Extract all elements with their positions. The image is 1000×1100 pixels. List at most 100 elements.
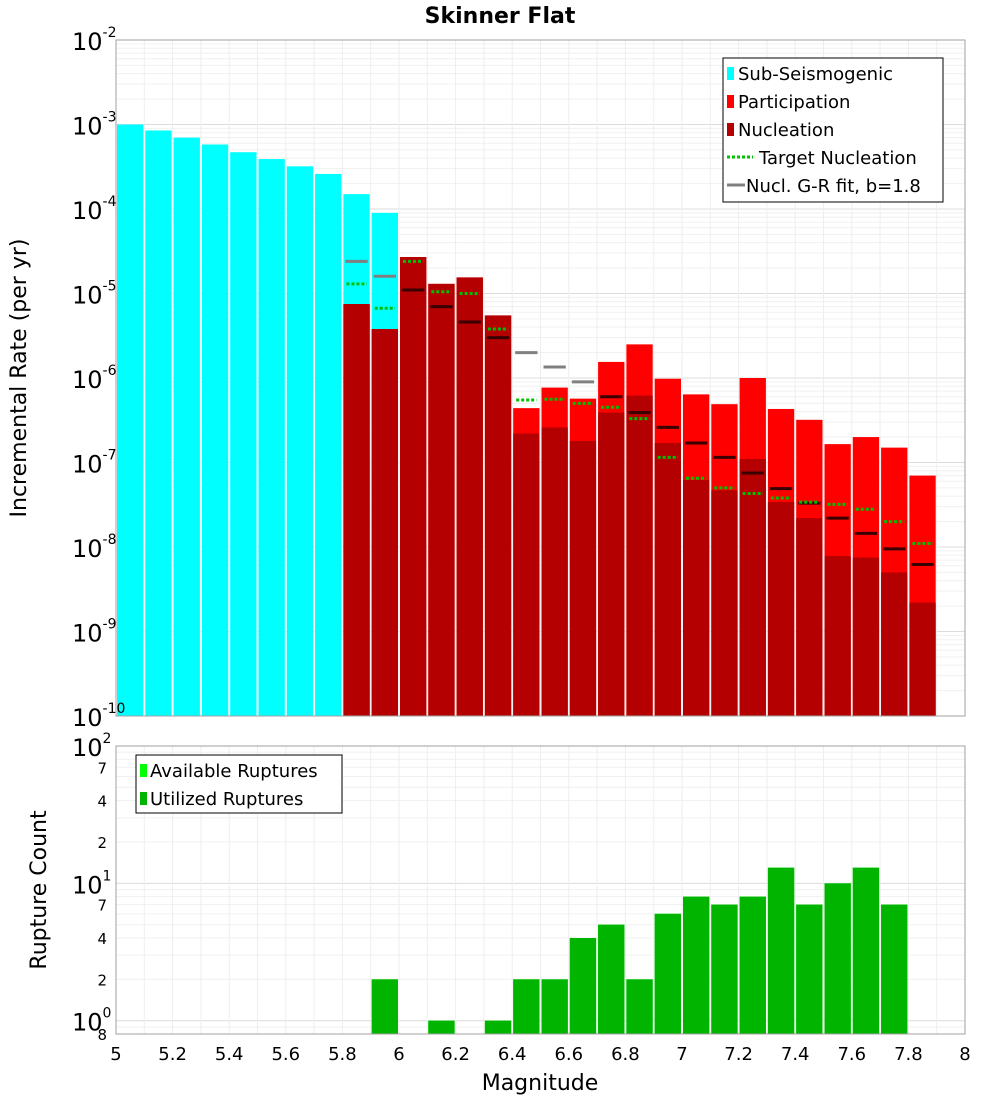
bar-utilized-ruptures [796, 904, 823, 1034]
count-bars [371, 867, 908, 1034]
bar-sub-seismogenic [173, 137, 200, 716]
rate-y-tick-label: 10-8 [72, 532, 117, 563]
bar-nucleation [824, 556, 851, 716]
count-panel: 100 101 102 8 2 4 7 2 4 7 Rupture Count 5 5.2 5.4 5.… [27, 731, 971, 1096]
rate-y-ticks: 10-10 10-9 10-8 10-7 10-6 10-5 10-4 10-3 10-2 [72, 25, 125, 732]
x-tick-label: 6 [393, 1044, 404, 1065]
bar-utilized-ruptures [852, 867, 880, 1034]
count-y-tick-label: 101 [72, 868, 111, 899]
rate-y-tick-label: 10-10 [72, 701, 125, 732]
x-tick-label: 6.4 [498, 1044, 527, 1065]
legend-label-utilized: Utilized Ruptures [150, 789, 303, 810]
bar-utilized-ruptures [767, 867, 795, 1034]
bar-utilized-ruptures [371, 979, 398, 1034]
bar-nucleation [598, 412, 625, 716]
x-tick-label: 5.4 [215, 1044, 244, 1065]
legend-label-nucleation: Nucleation [738, 120, 834, 141]
count-legend: Available Ruptures Utilized Ruptures [135, 754, 343, 814]
x-tick-label: 7 [676, 1044, 687, 1065]
legend-label-sub-seismogenic: Sub-Seismogenic [738, 64, 893, 85]
count-y-minor-tick-label: 4 [97, 793, 107, 811]
x-tick-label: 7.2 [724, 1044, 753, 1065]
bar-utilized-ruptures [626, 979, 653, 1034]
bar-nucleation [683, 480, 710, 716]
bar-utilized-ruptures [683, 896, 710, 1034]
bar-sub-seismogenic [145, 130, 172, 716]
rate-y-tick-label: 10-2 [72, 25, 117, 56]
bar-nucleation [484, 315, 512, 716]
count-y-minor-tick-label: 2 [97, 834, 107, 852]
x-tick-label: 6.6 [554, 1044, 583, 1065]
count-y-axis-title: Rupture Count [27, 810, 52, 970]
x-tick-label: 6.2 [441, 1044, 470, 1065]
rate-plot-frame [115, 39, 966, 717]
count-y-minor-tick-label: 4 [97, 930, 107, 948]
bar-utilized-ruptures [569, 938, 597, 1034]
x-ticks: 5 5.2 5.4 5.6 5.8 6 6.2 6.4 6.6 6.8 7 7.2 7.4 7.6 7.8 8 [110, 1044, 970, 1065]
bar-utilized-ruptures [739, 896, 766, 1034]
bar-utilized-ruptures [513, 979, 540, 1034]
rate-y-tick-label: 10-4 [72, 194, 117, 225]
bar-utilized-ruptures [654, 913, 681, 1034]
x-tick-label: 7.4 [781, 1044, 810, 1065]
bar-nucleation [739, 459, 766, 716]
rate-y-tick-label: 10-5 [72, 279, 117, 310]
count-y-minor-tick-label: 2 [97, 971, 107, 989]
bar-nucleation [626, 395, 653, 716]
bar-utilized-ruptures [541, 979, 568, 1034]
x-tick-label: 5.6 [271, 1044, 300, 1065]
bar-nucleation [541, 427, 568, 716]
count-y-minor-tick-label: 7 [97, 759, 107, 777]
bar-utilized-ruptures [428, 1020, 455, 1034]
chart-title: Skinner Flat [425, 4, 576, 29]
count-legend-box [135, 754, 343, 814]
legend-swatch-utilized [140, 792, 147, 805]
bar-nucleation [343, 304, 370, 716]
bar-nucleation [767, 502, 795, 716]
bar-utilized-ruptures [484, 1020, 512, 1034]
x-tick-label: 8 [959, 1044, 970, 1065]
x-tick-label: 7.6 [837, 1044, 866, 1065]
count-y-tick-label: 100 [72, 1006, 111, 1037]
bar-nucleation [852, 557, 880, 716]
bar-sub-seismogenic [315, 173, 342, 716]
bar-nucleation [456, 277, 483, 716]
count-y-minor-tick-label: 8 [97, 1026, 107, 1044]
bar-sub-seismogenic [258, 159, 285, 716]
bar-utilized-ruptures [711, 904, 738, 1034]
count-plot-frame [115, 745, 966, 1035]
bar-utilized-ruptures [824, 883, 851, 1034]
bar-nucleation [654, 443, 681, 716]
count-y-tick-label: 102 [72, 731, 111, 762]
legend-label-gr-fit: Nucl. G-R fit, b=1.8 [746, 176, 921, 197]
x-tick-label: 5 [110, 1044, 121, 1065]
legend-label-target-nucleation: Target Nucleation [758, 148, 917, 169]
rate-panel: 10-10 10-9 10-8 10-7 10-6 10-5 10-4 10-3 10-2 In… [7, 25, 966, 732]
bar-nucleation [428, 283, 455, 716]
bar-sub-seismogenic [286, 166, 314, 716]
rate-y-tick-label: 10-6 [72, 363, 117, 394]
rate-y-axis-title: Incremental Rate (per yr) [7, 239, 32, 518]
x-tick-label: 5.2 [158, 1044, 187, 1065]
bar-nucleation [711, 490, 738, 716]
count-y-minor-tick-label: 7 [97, 897, 107, 915]
x-tick-label: 6.8 [611, 1044, 640, 1065]
bar-nucleation [400, 257, 427, 716]
bar-nucleation [371, 329, 398, 716]
bar-nucleation [796, 518, 823, 716]
bar-sub-seismogenic [117, 124, 144, 716]
legend-swatch-available [140, 764, 147, 777]
rate-y-tick-label: 10-3 [72, 110, 117, 141]
x-axis-title: Magnitude [482, 1071, 599, 1096]
rate-y-tick-label: 10-9 [72, 617, 117, 648]
x-tick-label: 7.8 [894, 1044, 923, 1065]
bar-nucleation [513, 433, 540, 716]
rate-legend-box [722, 57, 944, 203]
rate-bars [117, 124, 936, 716]
rate-y-tick-label: 10-7 [72, 448, 117, 479]
legend-swatch-nucleation [727, 123, 734, 136]
bar-nucleation [909, 602, 936, 716]
rate-legend: Sub-Seismogenic Participation Nucleation… [722, 57, 944, 203]
bar-sub-seismogenic [230, 152, 257, 716]
